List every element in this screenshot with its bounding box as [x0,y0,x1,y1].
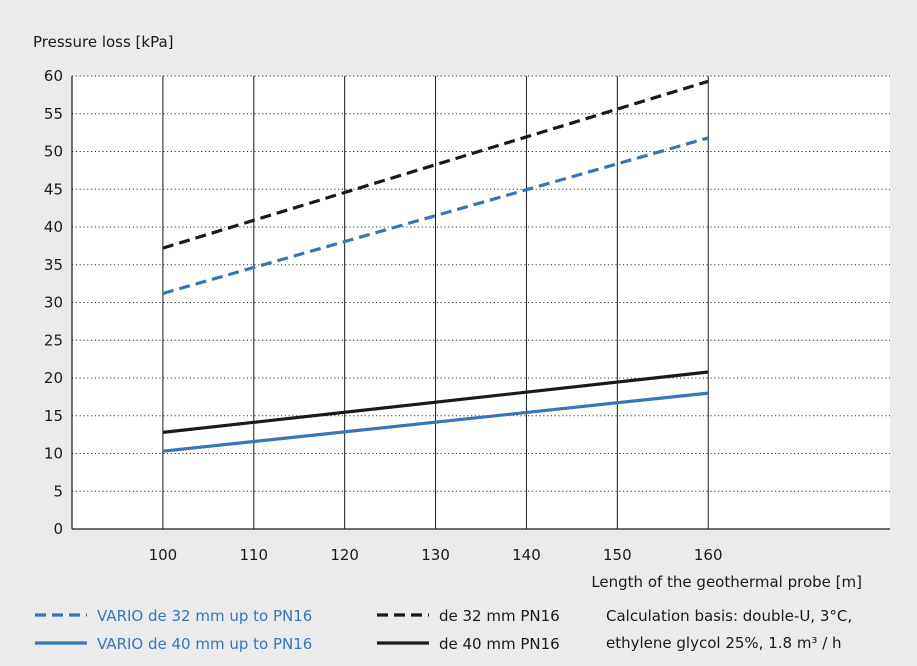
x-axis-title: Length of the geothermal probe [m] [591,573,862,591]
y-tick-label-35: 35 [44,256,63,274]
y-tick-label-30: 30 [44,294,63,312]
legend-note-line-1: Calculation basis: double-U, 3°C, [606,607,852,625]
y-tick-label-25: 25 [44,331,63,349]
x-tick-label-150: 150 [603,546,632,564]
series-line-vario-de-40-mm-up-to-pn16 [162,391,709,453]
series-lines [162,79,709,453]
y-tick-label-10: 10 [44,445,63,463]
series-line-de-40-mm-pn16 [162,370,709,434]
series-line-de-32-mm-pn16 [162,79,709,250]
axes [71,76,890,530]
y-tick-label-50: 50 [44,143,63,161]
x-tick-label-100: 100 [149,546,178,564]
legend-label-vario-de-40-mm-up-to-pn16: VARIO de 40 mm up to PN16 [97,635,312,653]
legend: VARIO de 32 mm up to PN16 de 32 mm PN16 VA… [35,607,560,653]
y-tick-label-0: 0 [53,520,63,538]
x-tick-label-160: 160 [694,546,723,564]
x-tick-label-140: 140 [512,546,541,564]
y-tick-label-5: 5 [53,482,63,500]
y-tick-label-20: 20 [44,369,63,387]
y-tick-label-45: 45 [44,180,63,198]
legend-label-vario-de-32-mm-up-to-pn16: VARIO de 32 mm up to PN16 [97,607,312,625]
y-tick-label-60: 60 [44,67,63,85]
x-tick-label-130: 130 [421,546,450,564]
y-tick-label-40: 40 [44,218,63,236]
x-tick-label-110: 110 [239,546,268,564]
x-tick-label-120: 120 [330,546,359,564]
y-tick-label-55: 55 [44,105,63,123]
y-axis-title: Pressure loss [kPa] [33,33,174,51]
tick-labels: 0 5 10 15 20 25 30 35 40 45 50 55 60 100 110 120 130 140 1… [44,67,723,564]
series-line-vario-de-32-mm-up-to-pn16 [162,136,709,295]
legend-label-de-32-mm-pn16: de 32 mm PN16 [439,607,560,625]
y-tick-label-15: 15 [44,407,63,425]
legend-note-line-2: ethylene glycol 25%, 1.8 m³ / h [606,634,842,652]
grid [72,75,890,529]
legend-label-de-40-mm-pn16: de 40 mm PN16 [439,635,560,653]
